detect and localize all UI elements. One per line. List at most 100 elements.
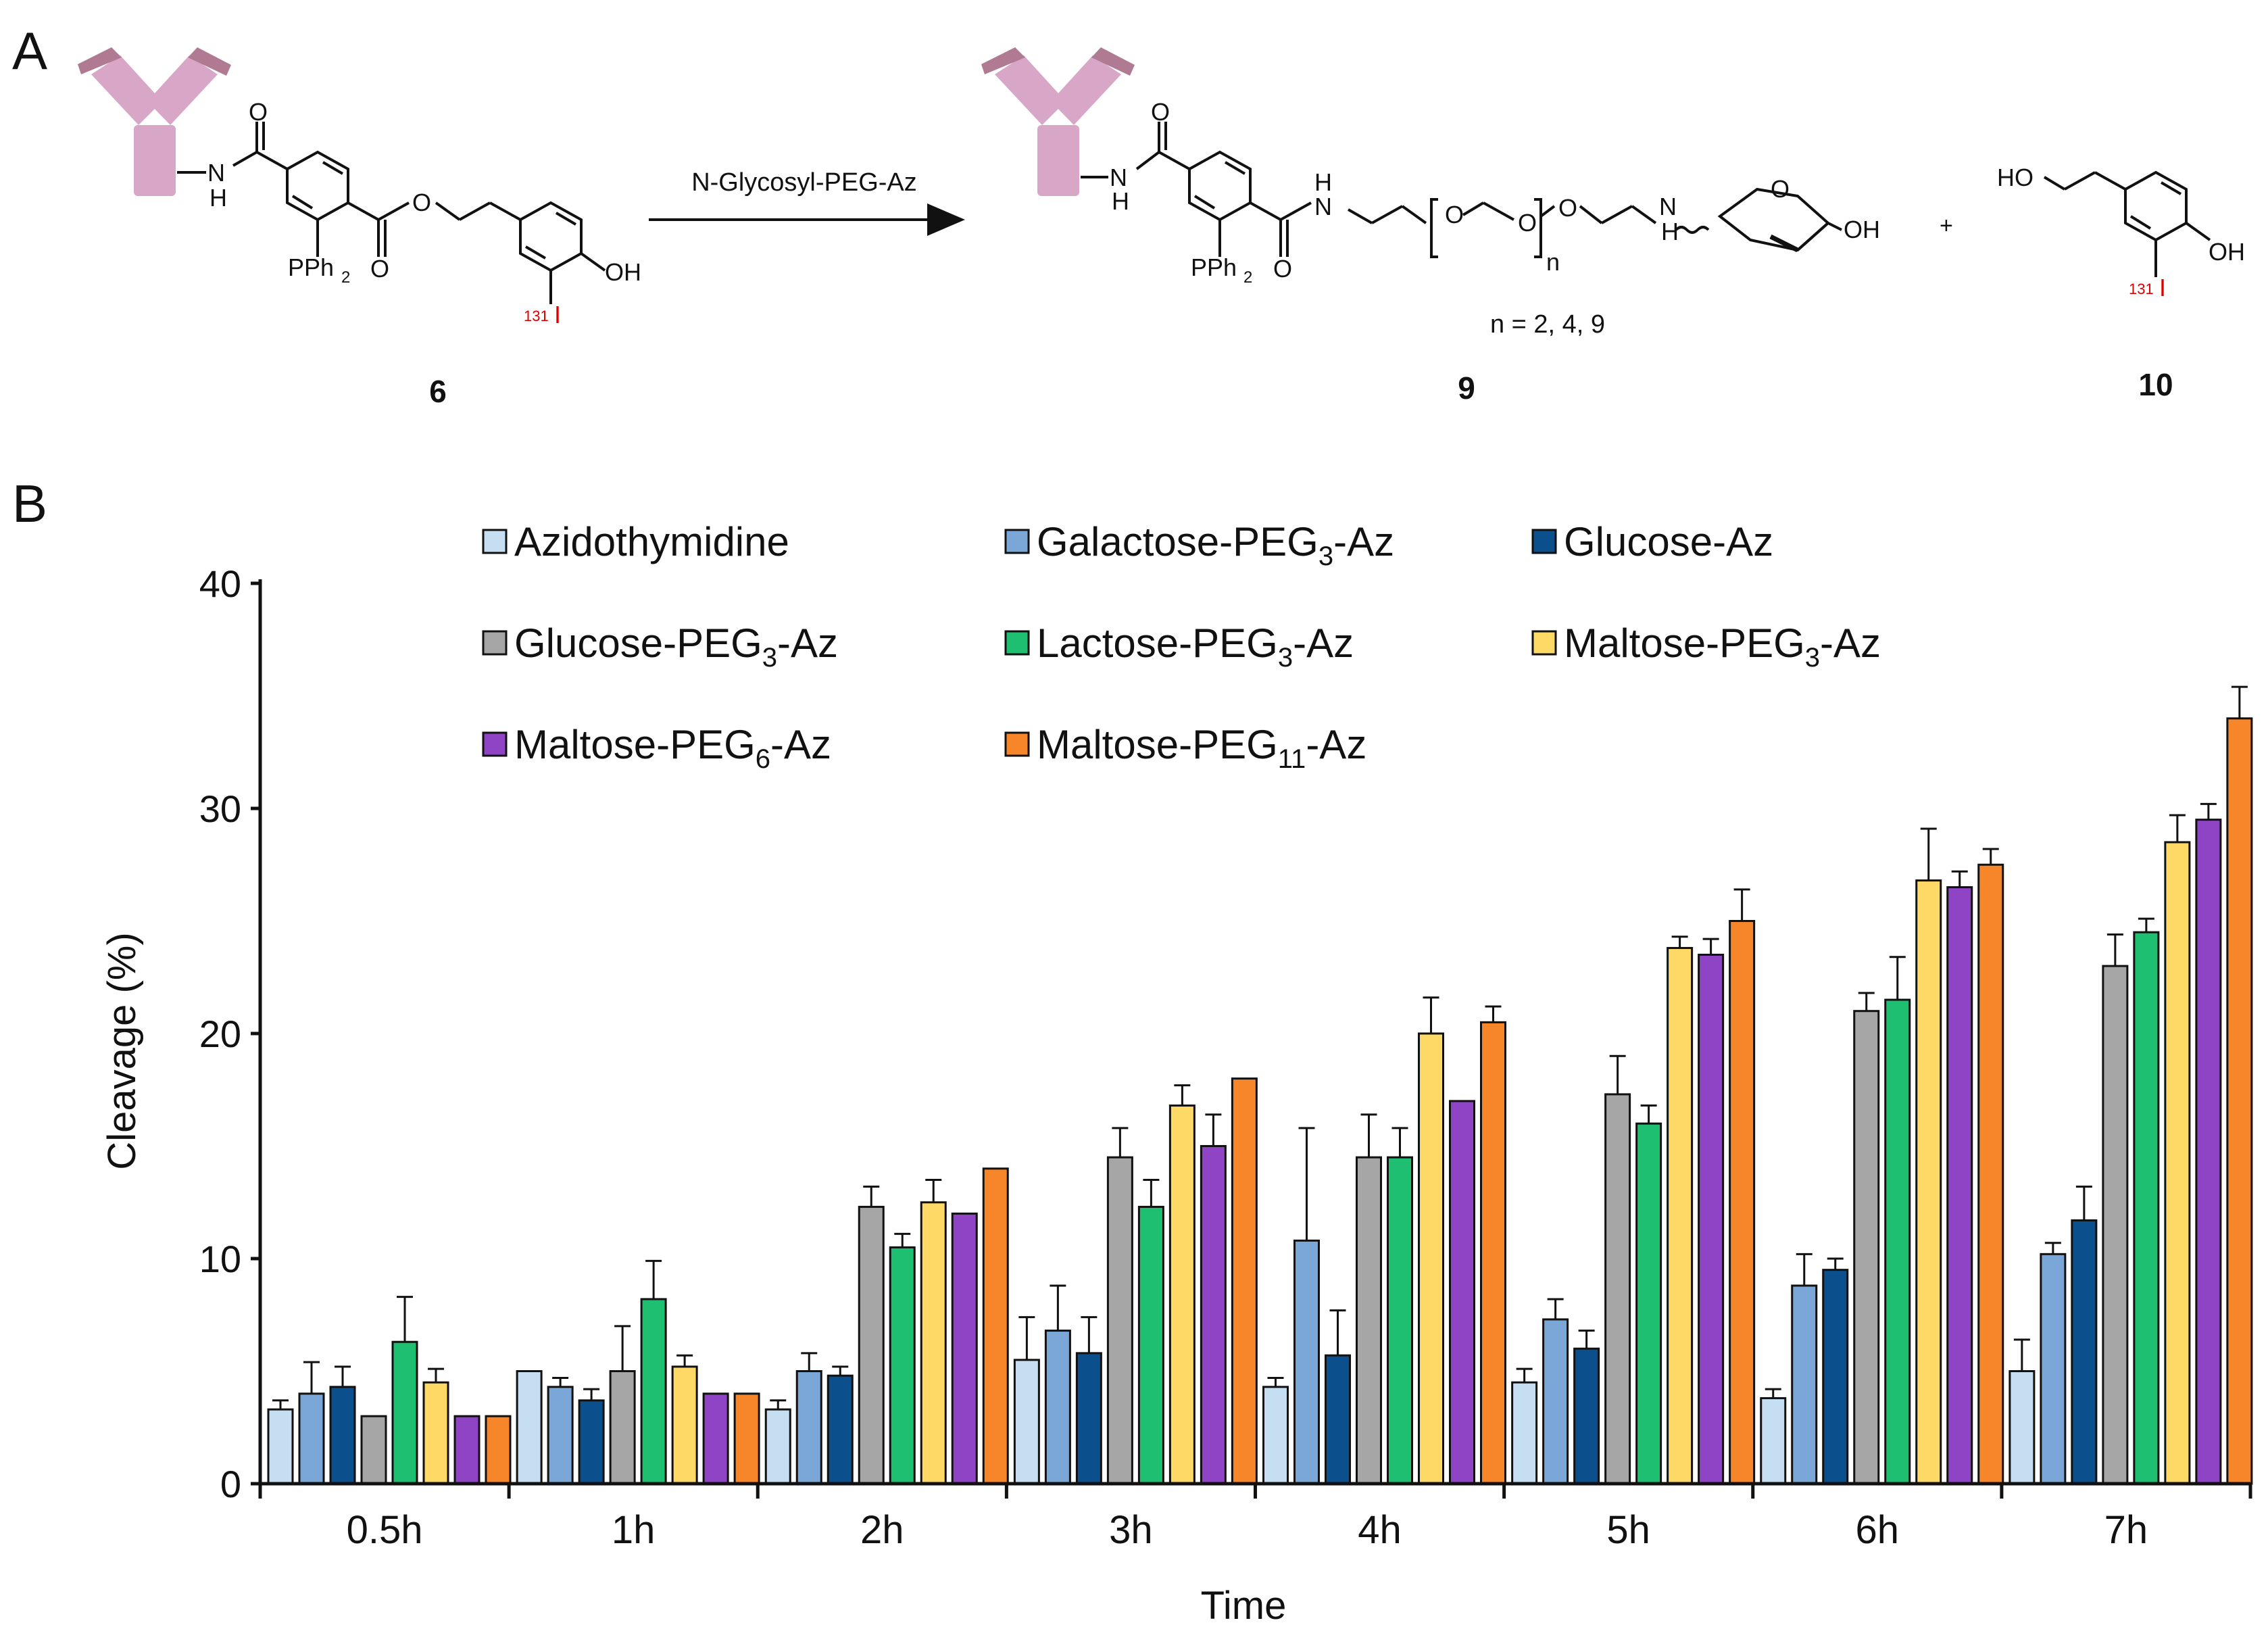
atom-h: H xyxy=(1661,218,1679,245)
bar xyxy=(1013,1359,1040,1485)
bar xyxy=(485,1415,512,1485)
iodine-label: I xyxy=(2159,274,2166,301)
bar xyxy=(1137,1205,1164,1485)
x-tick-label: 3h xyxy=(1109,1508,1153,1552)
hydroxyl-label: OH xyxy=(605,258,641,286)
legend-item: Maltose-PEG3-Az xyxy=(1531,621,1881,673)
atom-n: N xyxy=(207,159,225,187)
atom-o: O xyxy=(1151,98,1170,126)
bar xyxy=(1791,1284,1818,1485)
y-tick-label: 30 xyxy=(199,787,241,830)
compound-10-number: 10 xyxy=(2138,367,2173,402)
bar xyxy=(640,1298,667,1485)
x-tick-label: 0.5h xyxy=(347,1508,423,1552)
x-tick-label: 4h xyxy=(1358,1508,1402,1552)
atom-o: O xyxy=(1445,201,1464,228)
bar xyxy=(702,1392,729,1485)
x-tick-label: 7h xyxy=(2104,1508,2148,1552)
hydroxyl-label: OH xyxy=(2209,238,2245,266)
x-axis-label: Time xyxy=(1201,1584,1287,1627)
hydroxyl-label: OH xyxy=(1844,216,1880,243)
bar xyxy=(951,1212,978,1485)
bar xyxy=(1044,1330,1071,1485)
legend-label: Maltose-PEG11-Az xyxy=(1037,722,1366,774)
bar xyxy=(298,1392,325,1485)
bar xyxy=(1168,1104,1195,1485)
atom-o: O xyxy=(1558,194,1577,222)
legend-label: Glucose-PEG3-Az xyxy=(514,621,838,673)
atom-o: O xyxy=(249,98,268,126)
chart-bars xyxy=(267,685,2253,1485)
isotope-label: 131 xyxy=(524,308,549,324)
bar xyxy=(1760,1397,1787,1485)
bar xyxy=(1356,1156,1382,1485)
bar xyxy=(1698,953,1725,1485)
y-axis-label: Cleavage (%) xyxy=(100,932,144,1169)
chart-axes: 0 10 20 30 40 0.5h 1h 2h 3h 4h 5h 6h 7h xyxy=(199,562,2252,1552)
bar xyxy=(1200,1145,1227,1485)
legend-label: Lactose-PEG3-Az xyxy=(1037,621,1354,673)
iodine-label: I xyxy=(554,301,561,329)
bar xyxy=(889,1246,916,1485)
legend-swatch xyxy=(1531,630,1557,656)
bar xyxy=(2008,1370,2036,1485)
bar xyxy=(453,1415,480,1485)
atom-o: O xyxy=(412,189,431,216)
bar xyxy=(391,1340,418,1485)
legend-label: Maltose-PEG6-Az xyxy=(514,722,831,774)
legend-item: Galactose-PEG3-Az xyxy=(1004,519,1394,571)
atom-o: O xyxy=(1518,209,1537,237)
repeat-n-label: n xyxy=(1546,248,1560,276)
y-tick-label: 20 xyxy=(199,1013,241,1055)
y-tick-label: 40 xyxy=(199,562,241,605)
compound-9-labels: O N H O PPh 2 H N O O n O N H O OH + xyxy=(1110,98,1953,287)
bar xyxy=(1418,1032,1444,1485)
compound-6-structure xyxy=(177,122,606,304)
atom-o: O xyxy=(370,255,389,283)
atom-h: H xyxy=(1314,168,1332,196)
bar xyxy=(1884,998,1911,1485)
x-tick-label: 6h xyxy=(1856,1508,1900,1552)
legend-item: Glucose-PEG3-Az xyxy=(482,621,838,673)
pph2-label: PPh xyxy=(1191,253,1237,281)
bar xyxy=(1573,1347,1600,1485)
bar xyxy=(1293,1239,1320,1485)
bar xyxy=(827,1374,854,1485)
legend-swatch xyxy=(482,630,508,656)
bar xyxy=(1635,1122,1662,1485)
bar xyxy=(2102,965,2129,1485)
arrow-label: N-Glycosyl-PEG-Az xyxy=(691,168,917,197)
pph2-subscript: 2 xyxy=(341,268,350,287)
legend-swatch xyxy=(1004,529,1030,554)
bar xyxy=(2226,717,2253,1485)
x-tick-label: 5h xyxy=(1606,1508,1650,1552)
bar xyxy=(1542,1318,1569,1485)
bar xyxy=(671,1365,698,1485)
n-values-label: n = 2, 4, 9 xyxy=(1490,310,1605,339)
bar xyxy=(1667,946,1694,1485)
x-tick-label: 1h xyxy=(612,1508,656,1552)
bar xyxy=(764,1408,791,1485)
hydroxyl-label: HO xyxy=(1997,164,2033,191)
legend-item: Azidothymidine xyxy=(482,519,789,564)
y-tick-label: 0 xyxy=(220,1463,241,1505)
compound-9-structure xyxy=(1081,122,1842,258)
bar xyxy=(858,1205,885,1485)
legend-label: Azidothymidine xyxy=(514,519,789,564)
bar xyxy=(1729,920,1756,1485)
legend-item: Maltose-PEG6-Az xyxy=(482,722,831,774)
atom-n: N xyxy=(1659,193,1677,220)
reaction-scheme: O N H O O PPh 2 OH 131 I 6 N-Glycosyl-PE… xyxy=(78,47,2245,409)
bar xyxy=(516,1370,543,1485)
bar xyxy=(1915,879,1942,1485)
bar xyxy=(267,1408,294,1485)
bar xyxy=(547,1386,574,1485)
bar xyxy=(1262,1386,1289,1485)
panel-a-letter: A xyxy=(12,21,48,80)
legend-label: Maltose-PEG3-Az xyxy=(1564,621,1881,673)
x-tick-label: 2h xyxy=(860,1508,904,1552)
legend-swatch xyxy=(1004,630,1030,656)
plus-sign: + xyxy=(1940,213,1953,239)
bar xyxy=(1946,886,1973,1485)
